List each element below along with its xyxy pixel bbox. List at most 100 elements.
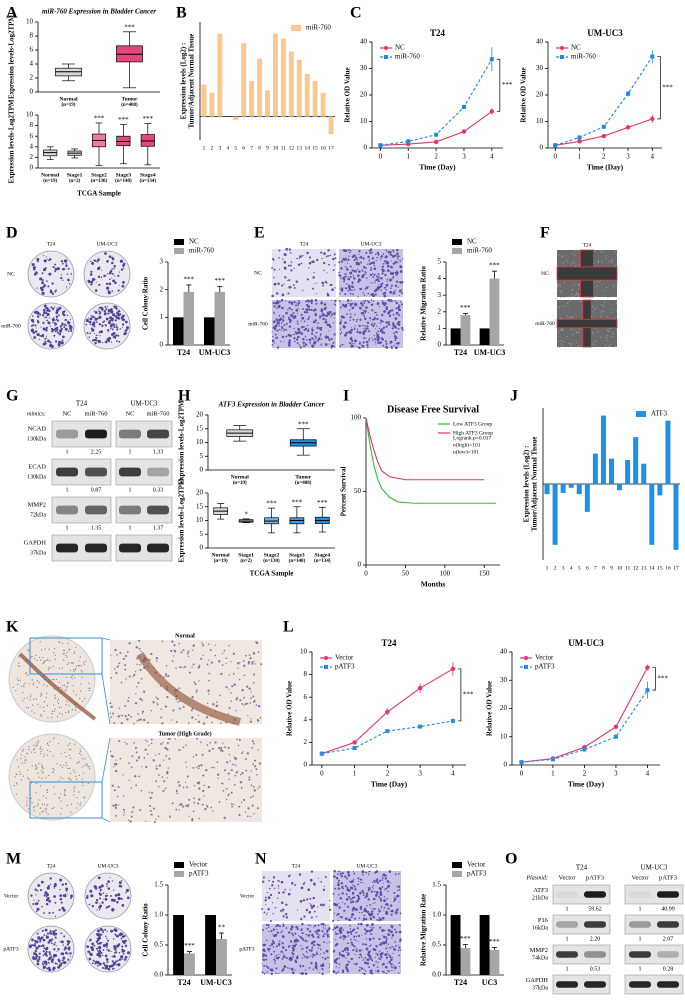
y-tick-label: 10 (536, 117, 544, 125)
cell (344, 333, 347, 337)
cell (384, 877, 387, 880)
colony (60, 932, 63, 935)
cell (304, 335, 306, 337)
nucleus (191, 666, 193, 668)
cell (300, 886, 304, 890)
blot-quant: 1.35 (91, 525, 102, 531)
colony (50, 306, 53, 309)
cell (368, 285, 370, 287)
annotation: Logrank p=0.017 (453, 435, 491, 441)
cell (320, 964, 324, 968)
cell (572, 289, 574, 291)
cell (351, 255, 355, 258)
legend-marker (560, 55, 564, 59)
cell (373, 316, 376, 318)
cell (601, 261, 603, 263)
cell (302, 965, 305, 968)
colony (99, 311, 102, 314)
cell (374, 902, 376, 904)
nucleus (65, 703, 67, 706)
nucleus (253, 660, 255, 663)
cell (346, 942, 349, 944)
cell (276, 307, 278, 309)
cell (311, 344, 315, 348)
cell (367, 292, 370, 295)
nucleus (53, 737, 56, 739)
nucleus (198, 787, 201, 790)
nucleus (13, 785, 15, 787)
cell (295, 338, 299, 341)
cell (275, 318, 278, 322)
bar (280, 38, 286, 117)
significance: *** (266, 500, 277, 508)
cell (398, 308, 401, 312)
nucleus (31, 801, 33, 804)
cell (346, 877, 348, 880)
cell (335, 925, 339, 929)
cell (607, 316, 609, 318)
cell (314, 283, 316, 285)
cell (397, 949, 400, 952)
nucleus (149, 804, 152, 807)
nucleus (24, 756, 26, 758)
cell (375, 336, 378, 338)
nucleus (41, 811, 43, 813)
cell (392, 970, 394, 972)
nucleus (74, 709, 77, 711)
marker (613, 724, 619, 730)
cell (369, 273, 372, 277)
cell (284, 300, 287, 302)
colony (45, 902, 49, 906)
cell (344, 947, 348, 950)
cell (394, 896, 396, 899)
colony (30, 328, 34, 333)
cell (366, 346, 369, 349)
cell (573, 328, 575, 330)
cell (345, 283, 348, 285)
nucleus (67, 767, 69, 770)
significance-bracket (457, 668, 462, 722)
cell (361, 270, 364, 272)
nucleus (135, 646, 138, 649)
nucleus (47, 717, 49, 719)
nucleus (162, 741, 164, 744)
colony (106, 961, 108, 963)
blot-size: 37kDa (532, 986, 548, 992)
nucleus (162, 759, 165, 761)
cell (297, 307, 299, 309)
cell (391, 934, 395, 937)
legend-swatch (452, 248, 462, 254)
cell (374, 341, 377, 343)
nucleus (38, 776, 40, 778)
nucleus (20, 758, 22, 760)
blot-size: 37kDa (30, 551, 46, 557)
nucleus (88, 682, 90, 684)
colony (37, 945, 41, 948)
cell (615, 345, 617, 347)
nucleus (136, 720, 138, 722)
legend-label: NC (189, 238, 199, 246)
cell (394, 317, 398, 320)
cell (317, 337, 321, 341)
colony (96, 909, 98, 911)
nucleus (223, 816, 226, 819)
nucleus (70, 662, 72, 664)
cell (293, 333, 295, 336)
colony (51, 282, 54, 285)
cell (349, 313, 352, 315)
legend-label: pATF3 (335, 663, 355, 671)
blot-band (147, 429, 169, 439)
cell (323, 252, 326, 255)
nucleus (219, 694, 221, 697)
cell (372, 262, 374, 265)
cell (607, 330, 609, 332)
cell (559, 290, 561, 292)
cell (319, 317, 321, 319)
nucleus (58, 681, 60, 683)
cell (321, 930, 324, 933)
nucleus (41, 777, 43, 780)
nucleus (52, 738, 54, 740)
colony (122, 264, 125, 267)
colony (46, 309, 49, 312)
cell (578, 345, 580, 347)
